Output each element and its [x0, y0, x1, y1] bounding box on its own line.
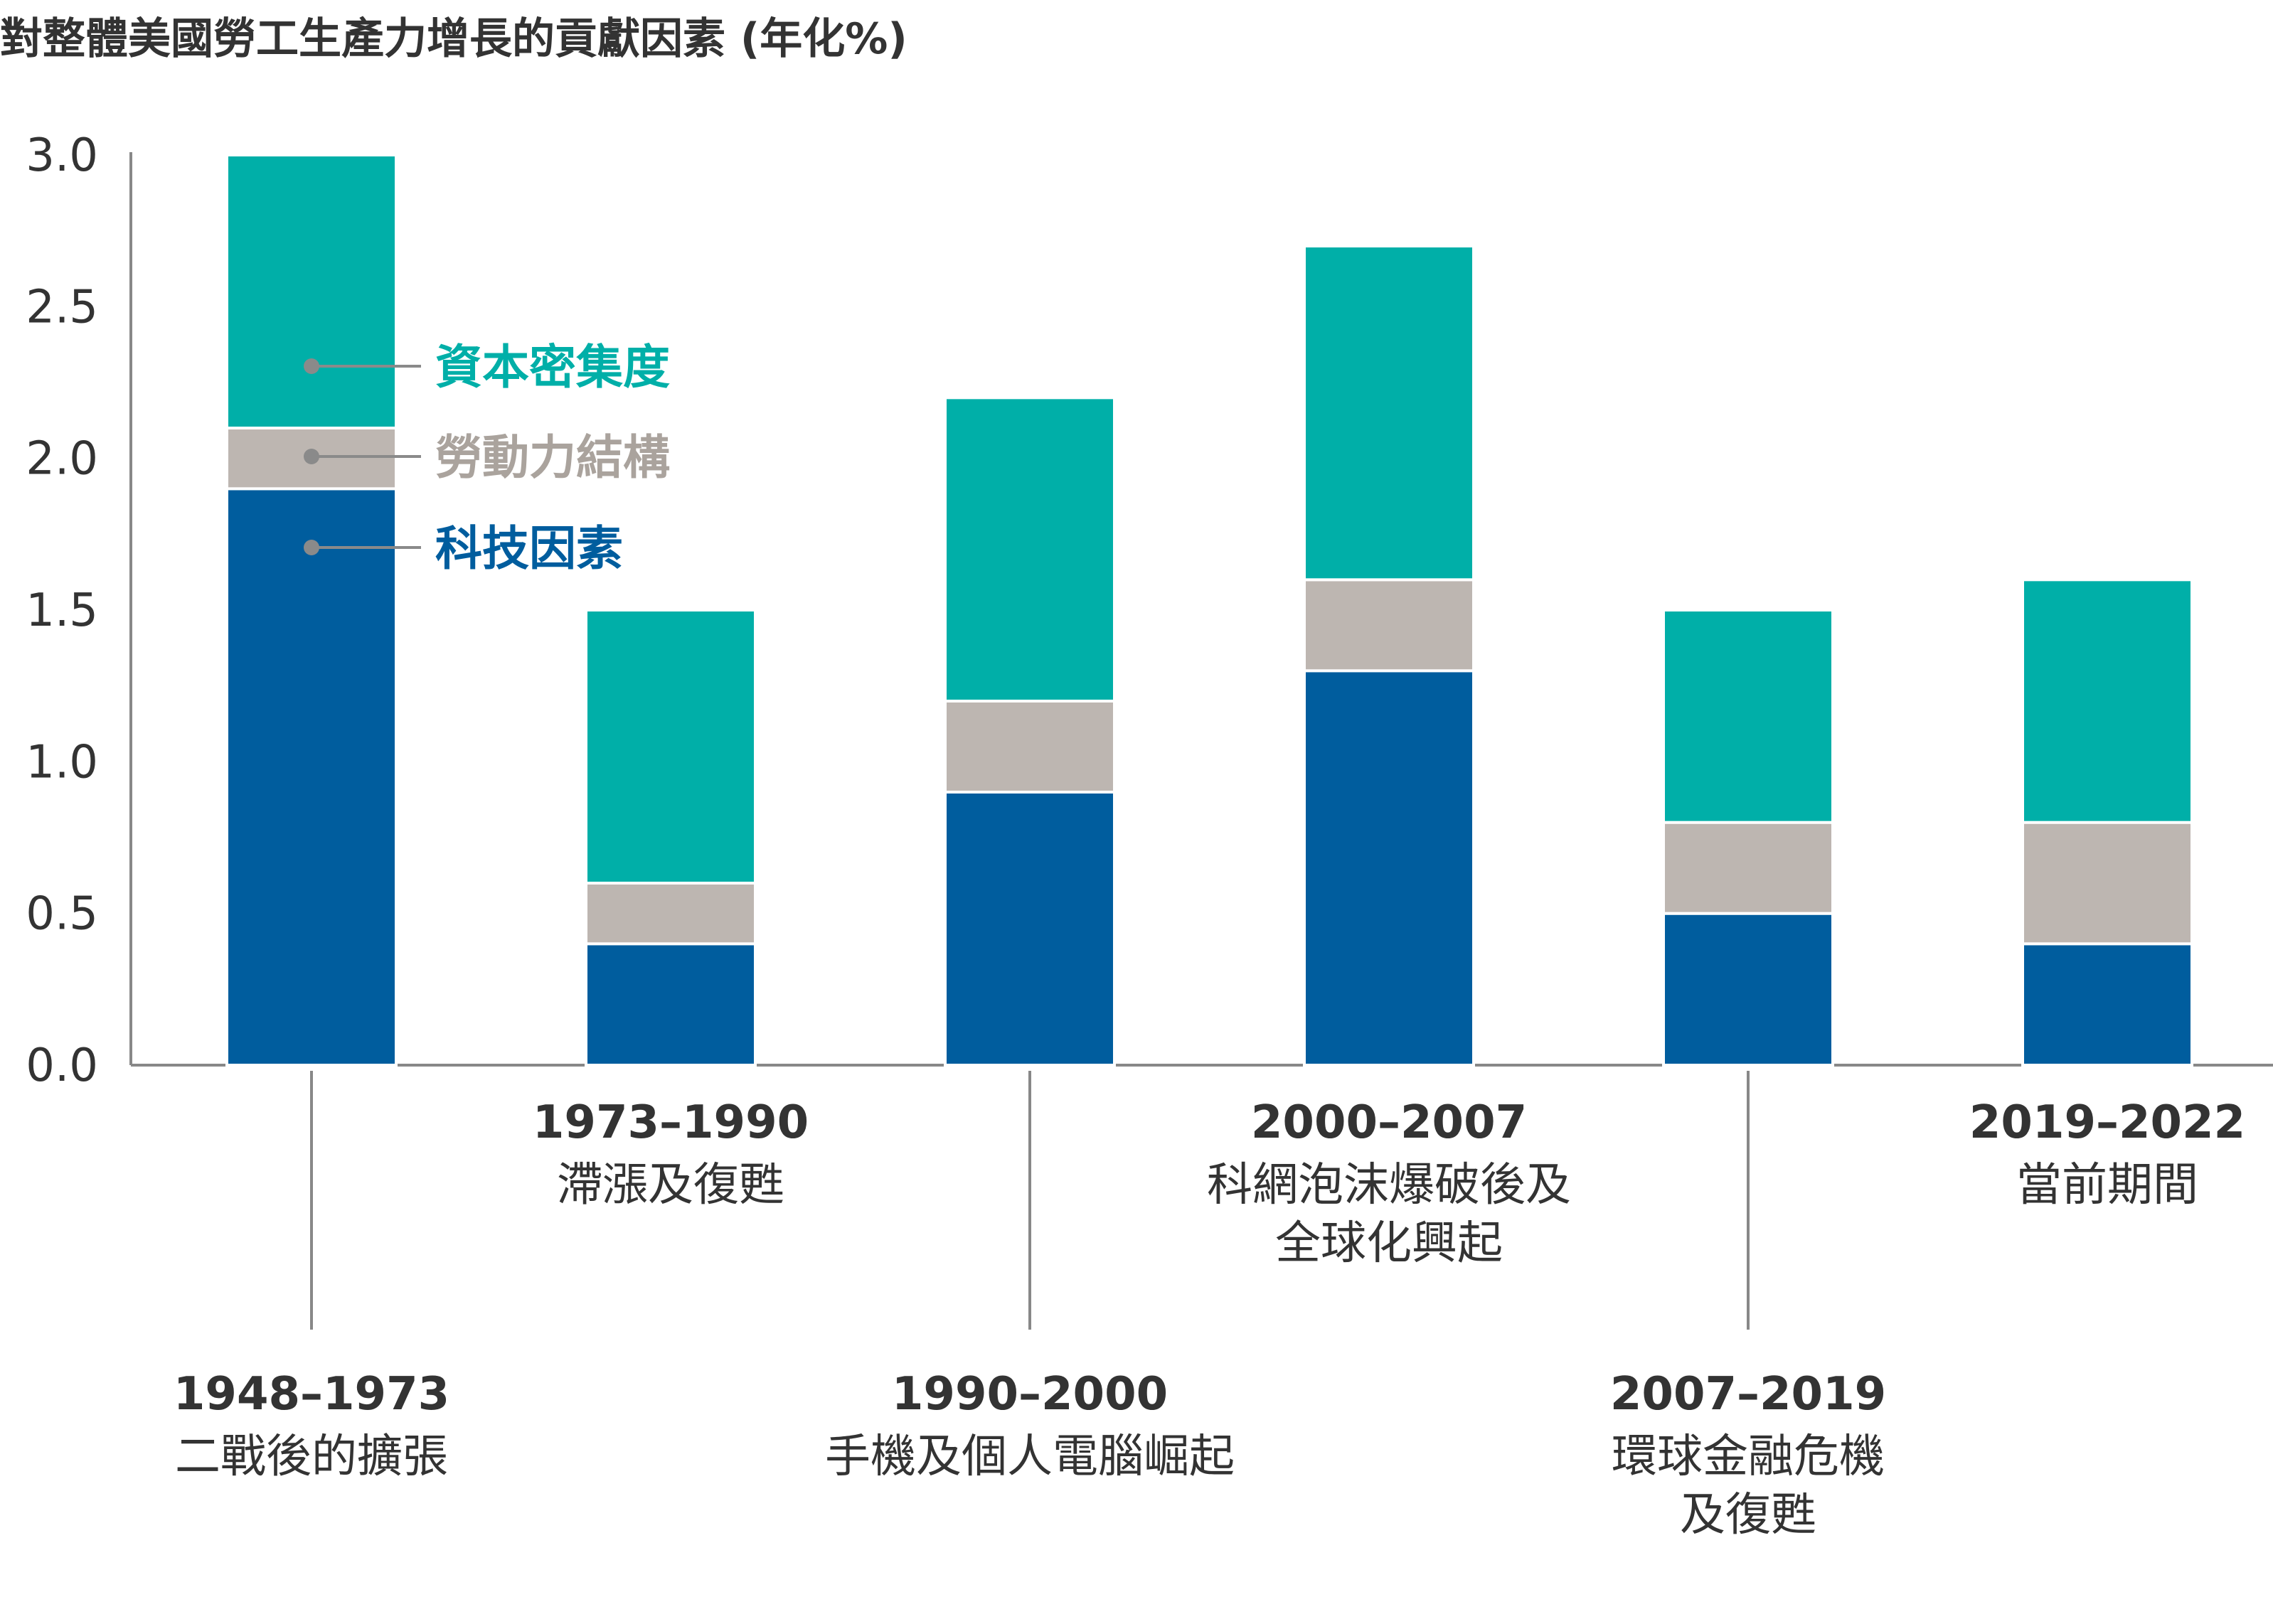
legend-label-capital: 資本密集度: [435, 340, 670, 395]
x-axis-labels: 1948–1973 二戰後的擴張 1973–1990 滯漲及復甦 1990–2000 手機…: [174, 1071, 2245, 1542]
bar-segment-technology: [1303, 669, 1475, 1067]
bar-segment-capital: [1662, 609, 1834, 824]
chart-axes: 0.0 0.5 1.0 1.5 2.0 2.5 3.0: [26, 129, 2273, 1092]
y-tick-label: 0.5: [26, 888, 98, 941]
x-tick-label-desc: 當前期間: [2016, 1159, 2198, 1212]
x-tick-label-range: 1948–1973: [174, 1368, 449, 1421]
chart-title: 對整體美國勞工生產力增長的貢獻因素 (年化%): [0, 14, 907, 64]
x-tick-label-range: 2019–2022: [1969, 1096, 2245, 1149]
x-tick-label-range: 2000–2007: [1251, 1096, 1527, 1149]
bar-segment-labor: [1662, 821, 1834, 915]
y-tick-label: 1.0: [26, 736, 98, 789]
y-tick-label: 0.0: [26, 1040, 98, 1092]
bar-segment-capital: [944, 396, 1116, 703]
y-tick-label: 3.0: [26, 129, 98, 182]
bar-segment-capital: [2021, 578, 2193, 824]
x-tick-label-desc: 手機及個人電腦崛起: [825, 1431, 1235, 1483]
bar-segment-labor: [585, 882, 757, 946]
x-tick-label-desc: 二戰後的擴張: [175, 1431, 448, 1483]
bar-segment-capital: [225, 154, 398, 429]
bar-segment-labor: [1303, 578, 1475, 673]
x-tick-label-desc: 科網泡沫爆破後及: [1207, 1159, 1571, 1212]
bar-segment-technology: [2021, 942, 2193, 1067]
bar-segment-labor: [944, 700, 1116, 794]
legend-label-technology: 科技因素: [435, 521, 623, 576]
legend-label-labor: 勞動力結構: [435, 430, 670, 485]
x-tick-label-range: 1973–1990: [533, 1096, 809, 1149]
x-tick-label-desc: 全球化興起: [1275, 1217, 1503, 1270]
y-tick-label: 2.0: [26, 433, 98, 486]
x-tick-label-desc: 滯漲及復甦: [557, 1159, 784, 1212]
bar-segment-technology: [225, 487, 398, 1067]
chart-legend: 科技因素 勞動力結構 資本密集度: [304, 340, 670, 576]
y-tick-label: 1.5: [26, 584, 98, 637]
bar-segment-capital: [1303, 245, 1475, 582]
bar-segment-technology: [585, 942, 757, 1067]
bar-group: [225, 154, 2193, 1067]
bar-segment-technology: [944, 791, 1116, 1067]
x-tick-label-desc: 環球金融危機: [1612, 1431, 1885, 1483]
y-tick-label: 2.5: [26, 281, 98, 333]
bar-segment-labor: [2021, 821, 2193, 946]
x-tick-label-desc: 及復甦: [1680, 1489, 1816, 1542]
x-tick-label-range: 2007–2019: [1610, 1368, 1886, 1421]
bar-segment-capital: [585, 609, 757, 885]
x-tick-label-range: 1990–2000: [892, 1368, 1168, 1421]
bar-segment-technology: [1662, 912, 1834, 1067]
